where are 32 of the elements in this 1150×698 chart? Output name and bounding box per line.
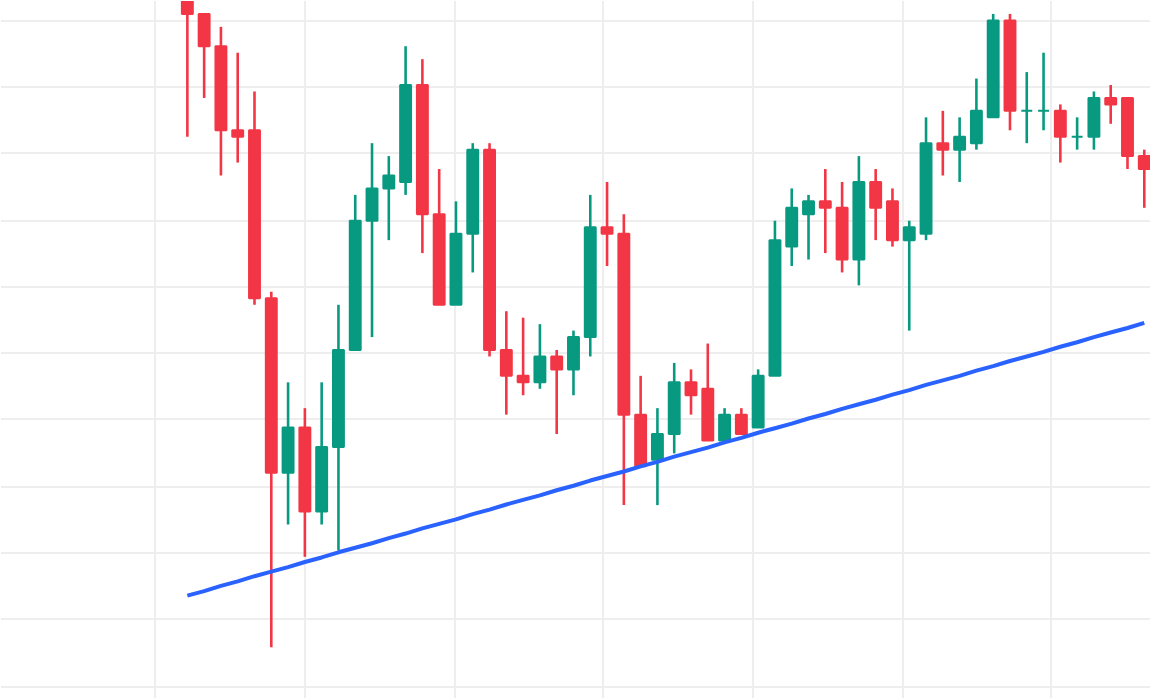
candlestick bbox=[684, 368, 698, 416]
candlestick bbox=[650, 406, 664, 507]
candlestick bbox=[969, 77, 983, 151]
candlestick bbox=[1020, 70, 1034, 145]
candlestick bbox=[365, 141, 379, 339]
candlestick bbox=[734, 406, 748, 436]
candlestick bbox=[1037, 51, 1051, 132]
candlestick bbox=[499, 309, 513, 416]
candlestick bbox=[600, 180, 614, 268]
candlestick bbox=[550, 348, 564, 436]
candlestick bbox=[886, 187, 899, 248]
candlestick bbox=[1053, 103, 1067, 164]
candlestick bbox=[1137, 148, 1150, 210]
candlestick bbox=[197, 12, 211, 100]
candlestick bbox=[231, 51, 245, 164]
candlestick bbox=[180, 1, 194, 139]
candlestick bbox=[902, 219, 916, 332]
candlestick bbox=[818, 167, 832, 255]
candlestick bbox=[953, 116, 967, 184]
candlestick bbox=[1070, 116, 1084, 151]
candlestick bbox=[516, 316, 530, 397]
candlestick bbox=[718, 406, 732, 442]
candlestick bbox=[533, 322, 547, 391]
candlestick bbox=[936, 109, 950, 177]
candlestick bbox=[281, 381, 295, 526]
candlestick bbox=[869, 167, 883, 242]
candlestick bbox=[785, 187, 799, 268]
candlestick bbox=[1087, 90, 1101, 151]
candlestick bbox=[1104, 83, 1118, 126]
candlestick bbox=[802, 193, 815, 261]
candlestick bbox=[567, 329, 580, 397]
candlestick bbox=[382, 154, 396, 242]
